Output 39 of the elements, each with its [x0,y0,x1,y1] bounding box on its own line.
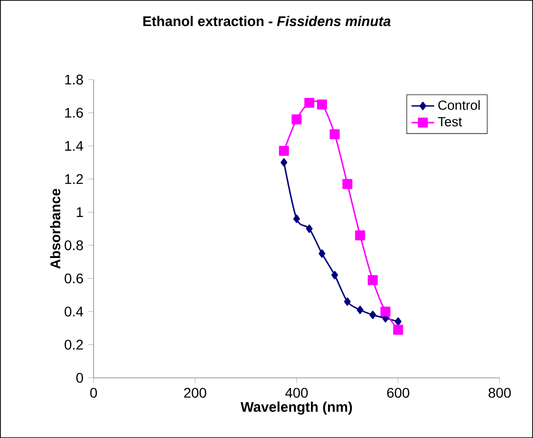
y-tick-label: 0.8 [64,240,83,250]
y-axis-title: Absorbance [50,188,60,269]
legend-label: Control [438,100,480,110]
y-tick-label: 0.4 [64,306,84,316]
x-tick-label: 400 [285,388,308,398]
point [280,158,288,167]
point [356,306,364,314]
point [293,214,300,223]
legend-label: Test [438,117,462,126]
point [278,146,289,156]
y-tick-label: 0.6 [64,273,83,284]
point [368,275,378,286]
point [380,306,390,316]
point [369,310,376,320]
y-tick-label: 1.4 [65,141,84,151]
point [330,129,340,140]
y-tick-label: 1 [76,207,83,217]
x-axis-title: Wavelength (nm) [240,402,352,415]
x-tick-label: 200 [184,388,206,398]
point [355,230,366,240]
y-tick-label: 0.2 [64,340,83,350]
point [331,270,338,280]
point [393,324,404,335]
point [394,317,402,326]
y-tick-label: 1.8 [65,74,83,85]
point [292,114,302,124]
point [344,297,351,306]
point [342,178,352,189]
x-tick-label: 0 [90,388,97,398]
point [306,224,313,233]
x-tick-label: 600 [387,388,410,398]
point [318,249,326,258]
y-tick-label: 1.2 [65,174,83,184]
point [304,98,314,108]
x-tick-label: 800 [488,388,511,398]
y-tick-label: 0 [76,372,84,383]
y-tick-label: 1.6 [65,108,83,118]
chart-title: Ethanol extraction - Fissidens minuta [143,16,391,26]
point [317,99,327,110]
